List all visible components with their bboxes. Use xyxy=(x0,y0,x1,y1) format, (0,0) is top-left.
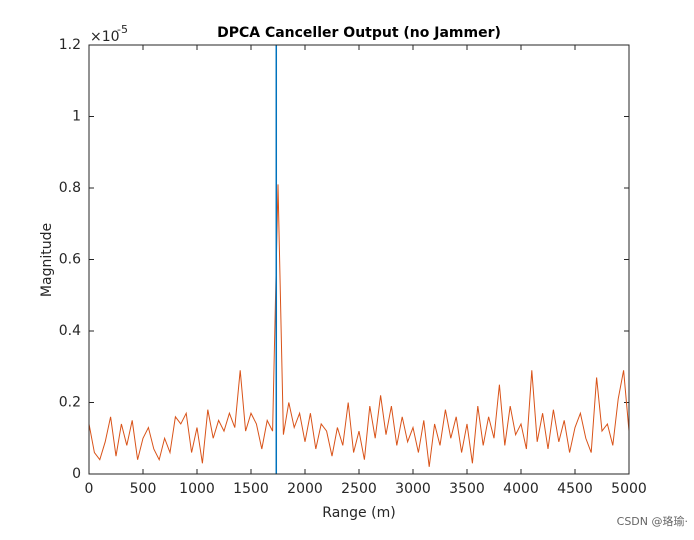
x-tick-label: 1500 xyxy=(233,481,269,497)
x-tick-label: 5000 xyxy=(611,481,647,497)
x-tick-label: 3000 xyxy=(395,481,431,497)
data-line xyxy=(88,184,630,467)
x-axis-label: Range (m) xyxy=(322,505,395,521)
x-tick-label: 2000 xyxy=(287,481,323,497)
y-axis-label: Magnitude xyxy=(39,223,55,297)
y-tick-label: 0.4 xyxy=(59,323,81,339)
x-tick-label: 4500 xyxy=(557,481,593,497)
watermark: CSDN @珞瑜· xyxy=(617,514,688,528)
x-tick-label: 4000 xyxy=(503,481,539,497)
x-tick-label: 2500 xyxy=(341,481,377,497)
y-exponent-base: ×10 xyxy=(90,29,120,45)
chart-title: DPCA Canceller Output (no Jammer) xyxy=(217,25,501,41)
y-tick-label: 0.8 xyxy=(59,180,81,196)
plot-frame xyxy=(88,44,630,475)
y-tick-label: 1.2 xyxy=(59,37,81,53)
y-tick-label: 0.6 xyxy=(59,252,81,268)
y-tick-label: 1 xyxy=(72,109,81,125)
x-tick-label: 3500 xyxy=(449,481,485,497)
x-tick-label: 0 xyxy=(85,481,94,497)
y-tick-label: 0.2 xyxy=(59,395,81,411)
y-exponent: -5 xyxy=(117,23,128,36)
x-tick-label: 500 xyxy=(130,481,157,497)
y-tick-label: 0 xyxy=(72,466,81,482)
x-tick-label: 1000 xyxy=(179,481,215,497)
